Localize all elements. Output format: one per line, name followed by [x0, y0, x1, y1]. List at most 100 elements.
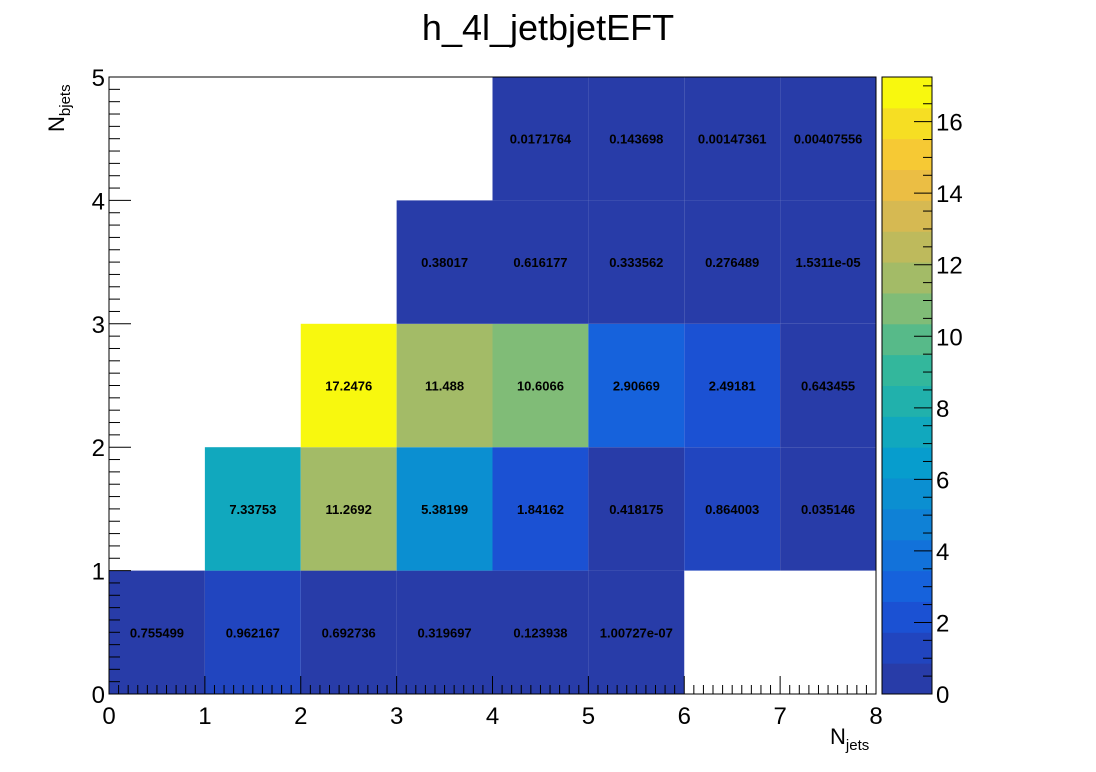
- heatmap-cell: [780, 200, 876, 324]
- heatmap-cell: [492, 200, 589, 324]
- x-tick-label: 2: [294, 703, 307, 730]
- cell-value-label: 0.00407556: [794, 132, 863, 147]
- palette-level: [882, 385, 932, 417]
- cell-value-label: 1.5311e-05: [796, 255, 861, 270]
- palette-level: [882, 632, 932, 664]
- x-tick-label: 7: [773, 703, 786, 730]
- palette-level: [882, 323, 932, 356]
- heatmap-cell: [684, 447, 781, 571]
- palette-tick-label: 10: [936, 324, 963, 351]
- heatmap-cell: [780, 77, 876, 201]
- palette-level: [882, 77, 932, 109]
- palette-level: [882, 663, 932, 695]
- x-tick-label: 0: [102, 703, 115, 730]
- heatmap-cell: [396, 570, 493, 694]
- palette-level: [882, 200, 932, 232]
- palette-level: [882, 107, 932, 140]
- heatmap-cell: [492, 447, 589, 571]
- heatmap-cell: [684, 323, 781, 448]
- heatmap-cell: [684, 200, 781, 324]
- x-tick-label: 8: [869, 703, 882, 730]
- x-axis-label-main: N: [830, 724, 846, 749]
- cell-value-label: 0.755499: [130, 625, 184, 640]
- heatmap-cell: [109, 570, 205, 694]
- y-axis-label-main: N: [44, 116, 69, 132]
- cell-value-label: 1.84162: [517, 502, 564, 517]
- heatmap-cell: [780, 323, 876, 448]
- cell-value-label: 0.035146: [801, 502, 855, 517]
- cell-value-label: 0.692736: [322, 625, 376, 640]
- palette-tick-label: 4: [936, 539, 949, 566]
- palette-level: [882, 416, 932, 448]
- x-tick-label: 4: [486, 703, 499, 730]
- color-palette: 0 2 4 6 8 10 12 14 16: [881, 76, 963, 709]
- y-tick-label: 2: [92, 435, 105, 462]
- x-axis-label: Njets: [830, 724, 869, 754]
- heatmap-cell: [300, 323, 397, 448]
- palette-frame: [881, 76, 933, 695]
- cell-value-label: 2.90669: [613, 379, 660, 394]
- cell-value-label: 0.00147361: [698, 132, 767, 147]
- palette-level: [882, 169, 932, 201]
- heatmap-cell: [588, 323, 685, 448]
- cell-value-label: 0.319697: [417, 625, 471, 640]
- palette-level: [882, 354, 932, 386]
- cell-value-label: 0.276489: [705, 255, 759, 270]
- cell-value-label: 0.123938: [513, 625, 567, 640]
- cell-value-label: 0.864003: [705, 502, 759, 517]
- heatmap-cell: [588, 447, 685, 571]
- palette-level: [882, 601, 932, 633]
- y-axis-label: Nbjets: [44, 84, 74, 132]
- axes-layer: 0 1 2 3 4 5 6 7 8 0 1 2 3 4 5: [92, 65, 883, 730]
- x-tick-label: 3: [390, 703, 403, 730]
- palette-tick-label: 16: [936, 110, 963, 137]
- x-tick-label: 6: [678, 703, 691, 730]
- y-tick-label: 1: [92, 559, 105, 586]
- palette-level: [882, 508, 932, 541]
- cell-value-label: 2.49181: [709, 379, 756, 394]
- heatmap-cell: [396, 323, 493, 448]
- cell-value-label: 11.2692: [326, 502, 372, 517]
- palette-level: [882, 262, 932, 294]
- palette-tick-label: 8: [936, 396, 949, 423]
- cell-value-label: 0.418175: [609, 502, 663, 517]
- heatmap-cell: [588, 77, 685, 201]
- y-tick-label: 0: [92, 682, 105, 709]
- chart-title: h_4l_jetbjetEFT: [422, 7, 674, 48]
- cell-value-label: 7.33753: [229, 502, 276, 517]
- y-tick-label: 5: [92, 65, 105, 92]
- cell-value-label: 0.643455: [801, 379, 855, 394]
- y-tick-label: 3: [92, 312, 105, 339]
- heatmap-cell: [492, 570, 589, 694]
- cell-value-label: 0.962167: [226, 625, 280, 640]
- palette-tick-label: 2: [936, 610, 949, 637]
- heatmap-cell: [492, 323, 589, 448]
- heatmap-cell: [588, 570, 685, 694]
- heatmap-cell: [300, 570, 397, 694]
- heatmap-cell: [780, 447, 876, 571]
- y-tick-label: 4: [92, 188, 105, 215]
- palette-tick-label: 6: [936, 467, 949, 494]
- palette-tick-label: 14: [936, 181, 963, 208]
- heatmap-cell: [396, 447, 493, 571]
- cell-value-label: 11.488: [425, 379, 464, 394]
- cell-value-label: 0.333562: [609, 255, 663, 270]
- palette-tick-label: 12: [936, 253, 963, 280]
- palette-level: [882, 138, 932, 171]
- cell-value-label: 1.00727e-07: [600, 625, 673, 640]
- palette-level: [882, 292, 932, 325]
- heatmap-cell: [300, 447, 397, 571]
- cell-value-label: 17.2476: [325, 379, 372, 394]
- palette-level: [882, 539, 932, 572]
- x-axis-label-sub: jets: [845, 737, 869, 754]
- cell-value-label: 10.6066: [517, 379, 564, 394]
- heatmap-cell: [204, 570, 301, 694]
- heatmap-cell: [492, 77, 589, 201]
- cell-value-label: 0.616177: [513, 255, 567, 270]
- heatmap-cell: [396, 200, 493, 324]
- heatmap-cell: [684, 77, 781, 201]
- y-axis-label-sub: bjets: [57, 84, 74, 116]
- x-tick-label: 5: [582, 703, 595, 730]
- heatmap-cell: [588, 200, 685, 324]
